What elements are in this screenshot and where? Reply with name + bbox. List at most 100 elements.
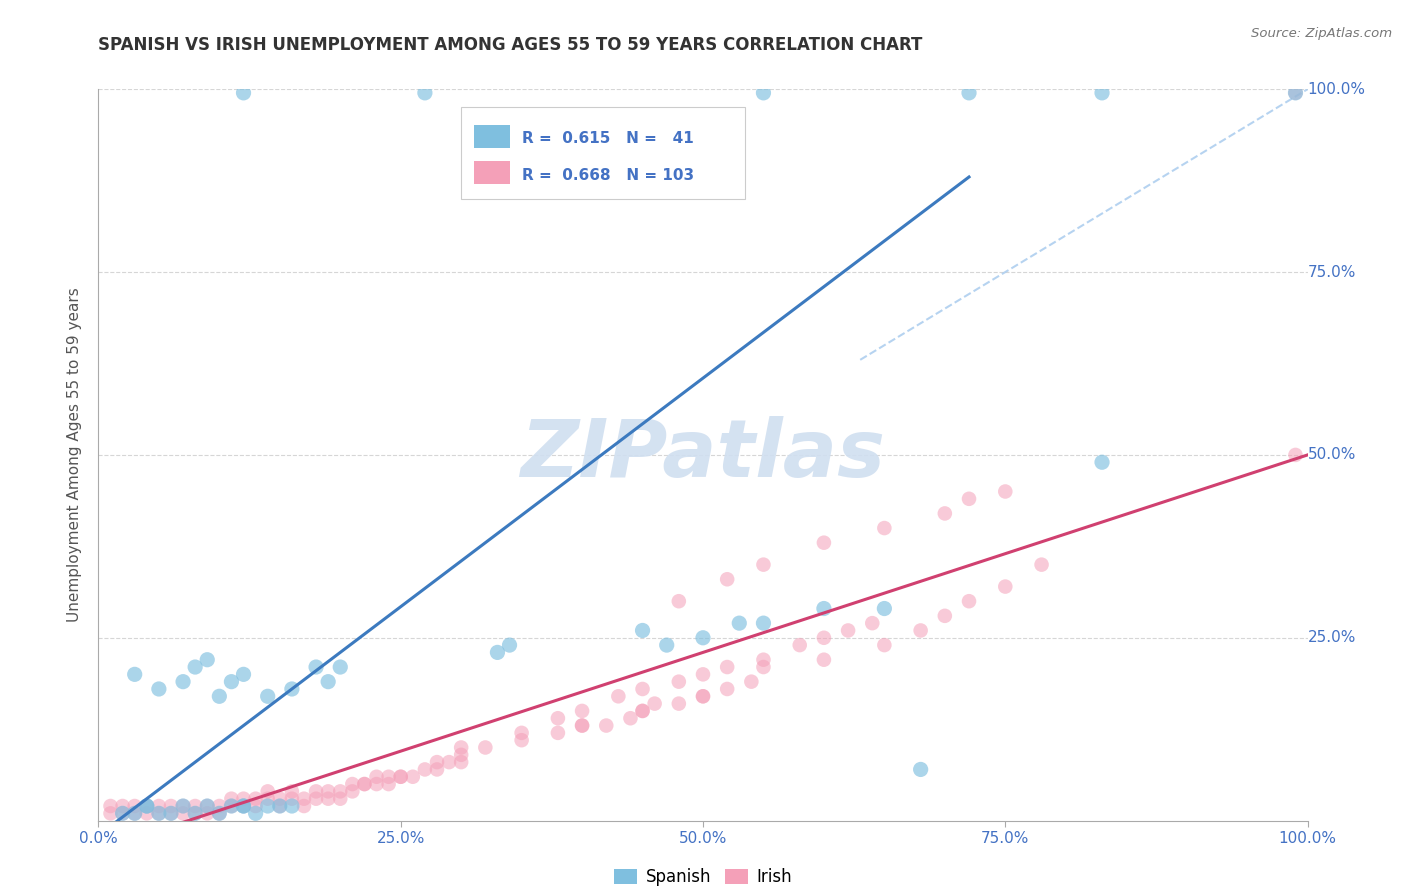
Point bbox=[450, 755, 472, 769]
Point bbox=[135, 799, 157, 814]
Point bbox=[692, 690, 714, 704]
Point bbox=[426, 755, 449, 769]
Point bbox=[281, 799, 304, 814]
FancyBboxPatch shape bbox=[474, 125, 509, 148]
Point bbox=[221, 799, 243, 814]
Point bbox=[221, 799, 243, 814]
Point bbox=[631, 624, 654, 638]
Point bbox=[111, 806, 134, 821]
Text: SPANISH VS IRISH UNEMPLOYMENT AMONG AGES 55 TO 59 YEARS CORRELATION CHART: SPANISH VS IRISH UNEMPLOYMENT AMONG AGES… bbox=[98, 36, 922, 54]
Point bbox=[910, 763, 932, 777]
Point bbox=[619, 711, 641, 725]
Point bbox=[910, 624, 932, 638]
Point bbox=[377, 777, 399, 791]
Point bbox=[873, 521, 896, 535]
Point bbox=[692, 690, 714, 704]
Point bbox=[148, 681, 170, 696]
Point bbox=[728, 616, 751, 631]
Point bbox=[716, 660, 738, 674]
Point bbox=[860, 616, 883, 631]
Point bbox=[245, 806, 267, 821]
Point bbox=[172, 674, 194, 689]
Point bbox=[342, 777, 364, 791]
Point bbox=[366, 777, 388, 791]
Text: 50.0%: 50.0% bbox=[1308, 448, 1355, 462]
Point bbox=[160, 806, 183, 821]
Point bbox=[256, 784, 278, 798]
Point bbox=[111, 806, 134, 821]
Point bbox=[377, 770, 399, 784]
Point bbox=[934, 507, 956, 521]
FancyBboxPatch shape bbox=[474, 161, 509, 185]
Point bbox=[111, 799, 134, 814]
Point bbox=[269, 799, 291, 814]
Point bbox=[232, 799, 254, 814]
Point bbox=[873, 638, 896, 652]
Point bbox=[789, 638, 811, 652]
Point bbox=[281, 791, 304, 805]
Point bbox=[426, 763, 449, 777]
Point bbox=[402, 770, 425, 784]
Point bbox=[631, 704, 654, 718]
Point bbox=[547, 711, 569, 725]
Point bbox=[1091, 86, 1114, 100]
Point bbox=[547, 726, 569, 740]
Point bbox=[437, 755, 460, 769]
Point bbox=[752, 653, 775, 667]
Point bbox=[281, 681, 304, 696]
Point bbox=[184, 806, 207, 821]
Point bbox=[124, 806, 146, 821]
Point bbox=[160, 799, 183, 814]
Point bbox=[245, 791, 267, 805]
Point bbox=[607, 690, 630, 704]
Point bbox=[316, 674, 339, 689]
Point bbox=[813, 535, 835, 549]
Point bbox=[1284, 86, 1306, 100]
Point bbox=[837, 624, 859, 638]
Point bbox=[957, 594, 980, 608]
Point bbox=[740, 674, 762, 689]
Point bbox=[124, 799, 146, 814]
Point bbox=[124, 806, 146, 821]
Point bbox=[655, 638, 678, 652]
Legend: Spanish, Irish: Spanish, Irish bbox=[607, 862, 799, 892]
Point bbox=[752, 660, 775, 674]
Point bbox=[934, 608, 956, 623]
Point bbox=[389, 770, 412, 784]
Point bbox=[208, 806, 231, 821]
Point bbox=[595, 718, 617, 732]
Point bbox=[510, 733, 533, 747]
Point bbox=[450, 740, 472, 755]
Point bbox=[1091, 455, 1114, 469]
Point bbox=[232, 791, 254, 805]
Point bbox=[813, 653, 835, 667]
Point bbox=[208, 799, 231, 814]
Point bbox=[221, 674, 243, 689]
Point bbox=[100, 806, 122, 821]
Point bbox=[813, 631, 835, 645]
Point bbox=[752, 558, 775, 572]
Point bbox=[292, 799, 315, 814]
Point bbox=[716, 681, 738, 696]
Point bbox=[631, 681, 654, 696]
Point bbox=[329, 784, 352, 798]
Y-axis label: Unemployment Among Ages 55 to 59 years: Unemployment Among Ages 55 to 59 years bbox=[67, 287, 83, 623]
Point bbox=[644, 697, 666, 711]
FancyBboxPatch shape bbox=[461, 108, 745, 199]
Point bbox=[752, 616, 775, 631]
Point bbox=[413, 763, 436, 777]
Point bbox=[413, 86, 436, 100]
Point bbox=[148, 806, 170, 821]
Text: 25.0%: 25.0% bbox=[1308, 631, 1355, 645]
Point bbox=[256, 799, 278, 814]
Point bbox=[668, 594, 690, 608]
Text: 75.0%: 75.0% bbox=[1308, 265, 1355, 279]
Point bbox=[232, 86, 254, 100]
Text: ZIPatlas: ZIPatlas bbox=[520, 416, 886, 494]
Point bbox=[135, 799, 157, 814]
Point bbox=[994, 484, 1017, 499]
Point bbox=[124, 667, 146, 681]
Point bbox=[571, 704, 593, 718]
Point bbox=[474, 740, 496, 755]
Point bbox=[571, 718, 593, 732]
